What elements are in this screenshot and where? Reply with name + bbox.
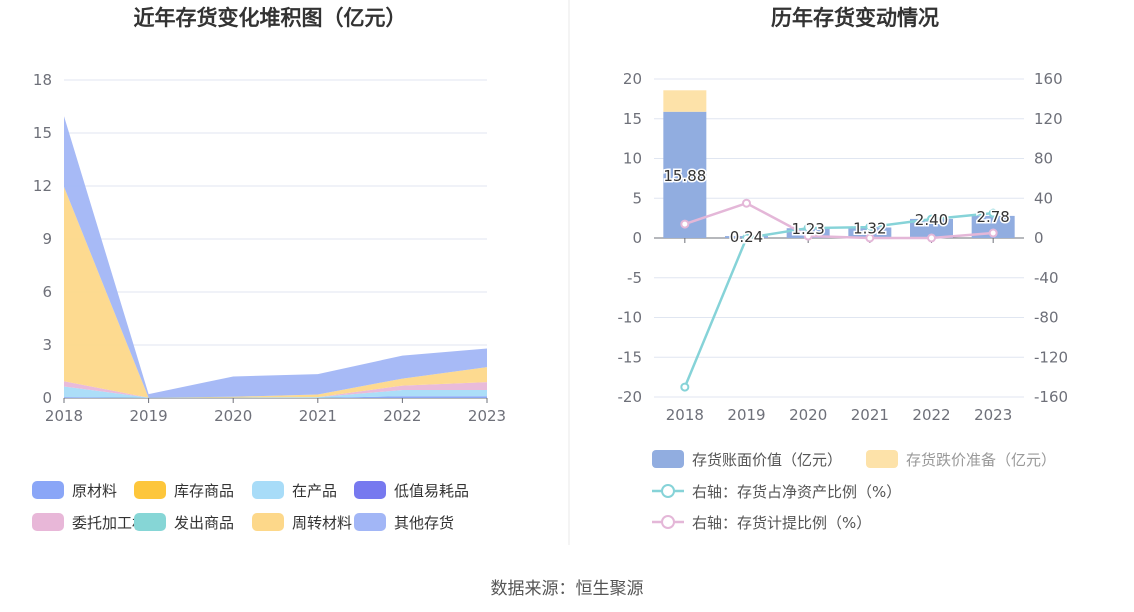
bar-book-value (848, 227, 892, 238)
bar-book-value (663, 111, 707, 238)
y-tick-label: 5 (632, 189, 642, 207)
line-point (927, 233, 936, 243)
bar-data-label: 0.24 (730, 228, 763, 246)
y-tick-label: -5 (627, 269, 642, 287)
y-tick-label: 6 (42, 283, 52, 301)
legend-swatch-marker (661, 484, 675, 498)
y-tick-label: -15 (618, 348, 643, 366)
legend-label: 低值易耗品 (394, 482, 469, 500)
y2-tick-label: -40 (1034, 269, 1059, 287)
x-tick-label: 2022 (912, 406, 950, 424)
legend-swatch (252, 513, 284, 531)
x-tick-label: 2021 (851, 406, 889, 424)
y-tick-label: 15 (623, 110, 642, 128)
inventory-bar-line-chart: 历年存货变动情况 -20 -15 -10 -5 0 5 10 15 20 -160 -120 -80 -4… (618, 6, 1069, 532)
legend-label: 周转材料 (292, 514, 352, 532)
y-tick-label: 12 (33, 177, 52, 195)
line-右轴：存货占净资产比例（%） (683, 211, 994, 388)
bar-data-label: 1.23 (791, 220, 824, 238)
y-tick-label: 0 (42, 389, 52, 407)
line-point (988, 228, 998, 238)
x-tick-label: 2018 (666, 406, 704, 424)
legend-label: 右轴：存货占净资产比例（%） (692, 483, 901, 501)
area-周转材料 (64, 186, 487, 398)
area-在产品 (64, 386, 487, 398)
y2-tick-label: 160 (1034, 70, 1063, 88)
legend-swatch (866, 450, 898, 468)
bar-book-value (971, 215, 1015, 238)
chart-title: 历年存货变动情况 (771, 6, 939, 30)
bar-data-label: 2.78 (976, 208, 1009, 226)
line-point (927, 214, 936, 224)
line-point (988, 208, 998, 218)
x-tick-label: 2022 (383, 407, 421, 425)
legend-swatch (32, 481, 64, 499)
y2-tick-label: 40 (1034, 189, 1053, 207)
y-tick-label: 20 (623, 70, 642, 88)
legend-label: 右轴：存货计提比例（%） (692, 514, 871, 532)
legend-swatch (134, 481, 166, 499)
legend-swatch (32, 513, 64, 531)
x-tick-label: 2023 (468, 407, 506, 425)
line-point (803, 231, 813, 241)
line-point (742, 198, 751, 208)
line-point (680, 219, 690, 229)
legend-label: 存货账面价值（亿元） (692, 451, 842, 469)
y-tick-label: -10 (618, 309, 643, 327)
y-tick-label: -20 (618, 388, 643, 406)
x-tick-label: 2021 (299, 407, 337, 425)
legend-swatch (354, 513, 386, 531)
legend-swatch (252, 481, 284, 499)
bar-data-label: 2.40 (915, 211, 948, 229)
bar-provision (663, 90, 707, 112)
y-tick-label: 15 (33, 124, 52, 142)
area-其他存货 (64, 116, 487, 398)
legend-label: 在产品 (292, 482, 337, 500)
y-tick-label: 9 (42, 230, 52, 248)
x-tick-label: 2020 (214, 407, 252, 425)
y-tick-label: 3 (42, 336, 52, 354)
y-tick-label: 18 (33, 71, 52, 89)
x-tick-label: 2023 (974, 406, 1012, 424)
stacked-area-chart: 近年存货变化堆积图（亿元） 0 3 6 9 12 15 18 2018 2019 2020 2021 2… (32, 6, 506, 532)
legend-swatch (354, 481, 386, 499)
x-tick-label: 2019 (130, 407, 168, 425)
bar-data-label: 15.88 (663, 167, 706, 185)
y2-tick-label: 120 (1034, 110, 1063, 128)
legend-label: 原材料 (72, 482, 117, 500)
bar-data-label: 1.32 (853, 220, 886, 238)
legend-label: 其他存货 (394, 514, 454, 532)
chart-title: 近年存货变化堆积图（亿元） (134, 6, 407, 30)
legend-label: 库存商品 (174, 482, 234, 500)
y2-tick-label: 0 (1034, 229, 1044, 247)
y2-tick-label: -120 (1034, 348, 1068, 366)
legend-label: 发出商品 (174, 514, 234, 532)
legend-swatch-marker (661, 515, 675, 529)
area-委托加工材料 (64, 381, 487, 398)
bar-book-value (910, 218, 953, 238)
area-原材料 (64, 396, 487, 398)
legend-label: 存货跌价准备（亿元） (906, 451, 1056, 469)
y2-tick-label: -80 (1034, 309, 1059, 327)
data-source-note: 数据来源：恒生聚源 (490, 579, 644, 599)
line-point (865, 222, 875, 232)
x-tick-label: 2018 (45, 407, 83, 425)
y-tick-label: 0 (632, 229, 642, 247)
x-tick-label: 2019 (727, 406, 765, 424)
legend-swatch (134, 513, 166, 531)
line-右轴：存货计提比例（%） (684, 201, 994, 240)
y-tick-label: 10 (623, 150, 642, 168)
x-tick-label: 2020 (789, 406, 827, 424)
y2-tick-label: -160 (1034, 388, 1068, 406)
y2-tick-label: 80 (1034, 150, 1053, 168)
line-point (742, 233, 751, 243)
line-point (680, 382, 690, 392)
line-point (865, 233, 875, 243)
legend-swatch (652, 450, 684, 468)
